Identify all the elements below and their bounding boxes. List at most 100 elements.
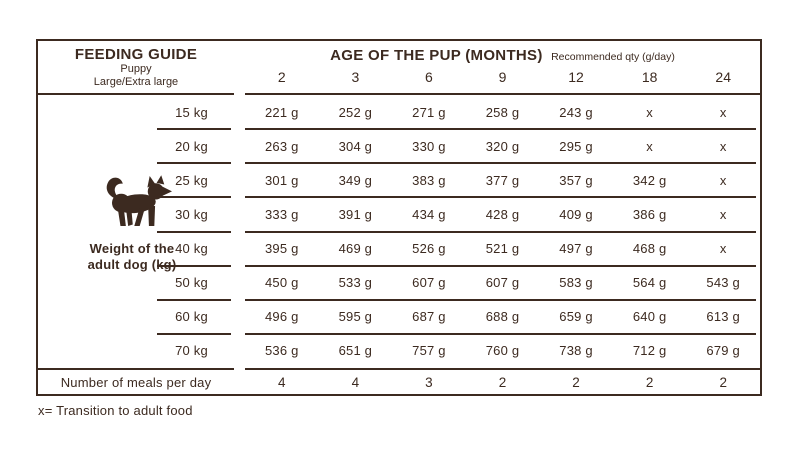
- value-cell: 738 g: [559, 343, 593, 359]
- value-cell: 595 g: [338, 309, 373, 325]
- transition-footnote: x= Transition to adult food: [38, 403, 193, 418]
- value-cell: 263 g: [265, 138, 299, 154]
- weight-cell: 20 kg: [175, 138, 208, 154]
- value-cell: 543 g: [706, 275, 740, 291]
- meals-row: Number of meals per day 4 4 3 2 2 2 2: [38, 368, 760, 394]
- age-columns: 2 3 6 9 12 18 24: [245, 69, 760, 85]
- weight-cell: 25 kg: [175, 172, 208, 188]
- meals-value: 4: [278, 374, 286, 390]
- value-cell: 497 g: [559, 241, 593, 257]
- age-col-24: 24: [715, 69, 731, 85]
- value-cell: 607 g: [412, 275, 446, 291]
- value-cell: 428 g: [485, 206, 520, 222]
- value-cell: x: [719, 104, 727, 120]
- value-cell: 434 g: [412, 206, 446, 222]
- value-cell: 304 g: [338, 138, 373, 154]
- age-col-18: 18: [641, 69, 658, 85]
- subtitle-size: Large/Extra large: [93, 75, 179, 88]
- dog-icon: [106, 175, 172, 226]
- value-cell: 613 g: [706, 309, 740, 325]
- meals-value: 3: [425, 374, 433, 390]
- value-cell: 221 g: [265, 104, 299, 120]
- row-values: 536 g 651 g 757 g 760 g 738 g 712 g 679 …: [245, 343, 760, 358]
- value-cell: x: [719, 241, 727, 257]
- value-cell: 450 g: [265, 275, 299, 291]
- meals-value: 2: [498, 374, 507, 390]
- age-col-2: 2: [277, 69, 286, 85]
- weight-axis-label: Weight of the adult dog (kg): [87, 241, 177, 272]
- table-row: 25 kg 301 g 349 g 383 g 377 g 357 g 342 …: [38, 162, 760, 197]
- value-cell: 536 g: [265, 343, 299, 359]
- age-col-6: 6: [425, 69, 433, 85]
- age-title: AGE OF THE PUP (MONTHS): [330, 47, 543, 64]
- meals-value: 2: [645, 374, 654, 390]
- weight-cell: 60 kg: [175, 309, 208, 325]
- value-cell: 607 g: [485, 275, 520, 291]
- value-cell: 564 g: [632, 275, 667, 291]
- meals-value: 2: [572, 374, 580, 390]
- weight-cell: 40 kg: [175, 241, 208, 257]
- value-cell: 409 g: [559, 206, 593, 222]
- table-row: 50 kg 450 g 533 g 607 g 607 g 583 g 564 …: [38, 264, 760, 300]
- value-cell: 391 g: [338, 206, 373, 222]
- meals-label: Number of meals per day: [38, 368, 234, 394]
- row-values: 333 g 391 g 434 g 428 g 409 g 386 g x: [245, 207, 760, 222]
- meals-value: 2: [719, 374, 727, 390]
- value-cell: 349 g: [338, 172, 373, 188]
- table-title: FEEDING GUIDE: [74, 46, 198, 63]
- value-cell: 659 g: [559, 309, 593, 325]
- value-cell: x: [646, 138, 653, 154]
- value-cell: 688 g: [485, 309, 520, 325]
- table-row: 15 kg 221 g 252 g 271 g 258 g 243 g x x: [38, 95, 760, 129]
- age-header: AGE OF THE PUP (MONTHS) Recommended qty …: [245, 41, 760, 95]
- value-cell: x: [719, 206, 727, 222]
- age-col-3: 3: [351, 69, 360, 85]
- value-cell: 583 g: [559, 275, 593, 291]
- row-values: 301 g 349 g 383 g 377 g 357 g 342 g x: [245, 173, 760, 188]
- value-cell: 526 g: [412, 241, 446, 257]
- value-cell: 395 g: [265, 241, 299, 257]
- value-cell: 533 g: [338, 275, 373, 291]
- value-cell: 271 g: [412, 104, 446, 120]
- value-cell: 377 g: [485, 172, 520, 188]
- value-cell: 712 g: [632, 343, 667, 359]
- value-cell: 386 g: [632, 206, 667, 222]
- value-cell: x: [719, 172, 727, 188]
- value-cell: 333 g: [265, 206, 299, 222]
- value-cell: x: [719, 138, 727, 154]
- table-row: 60 kg 496 g 595 g 687 g 688 g 659 g 640 …: [38, 298, 760, 334]
- table-row: 20 kg 263 g 304 g 330 g 320 g 295 g x x: [38, 128, 760, 163]
- value-cell: 243 g: [559, 104, 593, 120]
- weight-cell: 15 kg: [175, 104, 208, 120]
- value-cell: 687 g: [412, 309, 446, 325]
- row-values: 263 g 304 g 330 g 320 g 295 g x x: [245, 139, 760, 154]
- value-cell: 469 g: [338, 241, 373, 257]
- value-cell: 320 g: [485, 138, 520, 154]
- weight-axis-block: Weight of the adult dog (kg): [56, 175, 208, 273]
- value-cell: 496 g: [265, 309, 299, 325]
- table-row: 40 kg 395 g 469 g 526 g 521 g 497 g 468 …: [38, 230, 760, 266]
- subtitle-puppy: Puppy: [120, 63, 152, 75]
- value-cell: 383 g: [412, 172, 446, 188]
- title-block: FEEDING GUIDE Puppy Large/Extra large: [38, 41, 234, 95]
- value-cell: 651 g: [338, 343, 373, 359]
- value-cell: 357 g: [559, 172, 593, 188]
- value-cell: 342 g: [632, 172, 667, 188]
- weight-cell: 50 kg: [175, 275, 208, 291]
- value-cell: 679 g: [706, 343, 740, 359]
- row-values: 450 g 533 g 607 g 607 g 583 g 564 g 543 …: [245, 275, 760, 290]
- weight-cell: 70 kg: [175, 343, 208, 359]
- age-col-12: 12: [568, 69, 584, 85]
- row-values: 395 g 469 g 526 g 521 g 497 g 468 g x: [245, 241, 760, 256]
- value-cell: 301 g: [265, 172, 299, 188]
- value-cell: 640 g: [632, 309, 667, 325]
- value-cell: 521 g: [485, 241, 520, 257]
- meals-value: 4: [351, 374, 360, 390]
- age-title-line: AGE OF THE PUP (MONTHS) Recommended qty …: [245, 41, 760, 65]
- value-cell: 258 g: [485, 104, 520, 120]
- row-values: 221 g 252 g 271 g 258 g 243 g x x: [245, 105, 760, 120]
- value-cell: x: [646, 104, 653, 120]
- value-cell: 330 g: [412, 138, 446, 154]
- table-row: 70 kg 536 g 651 g 757 g 760 g 738 g 712 …: [38, 332, 760, 368]
